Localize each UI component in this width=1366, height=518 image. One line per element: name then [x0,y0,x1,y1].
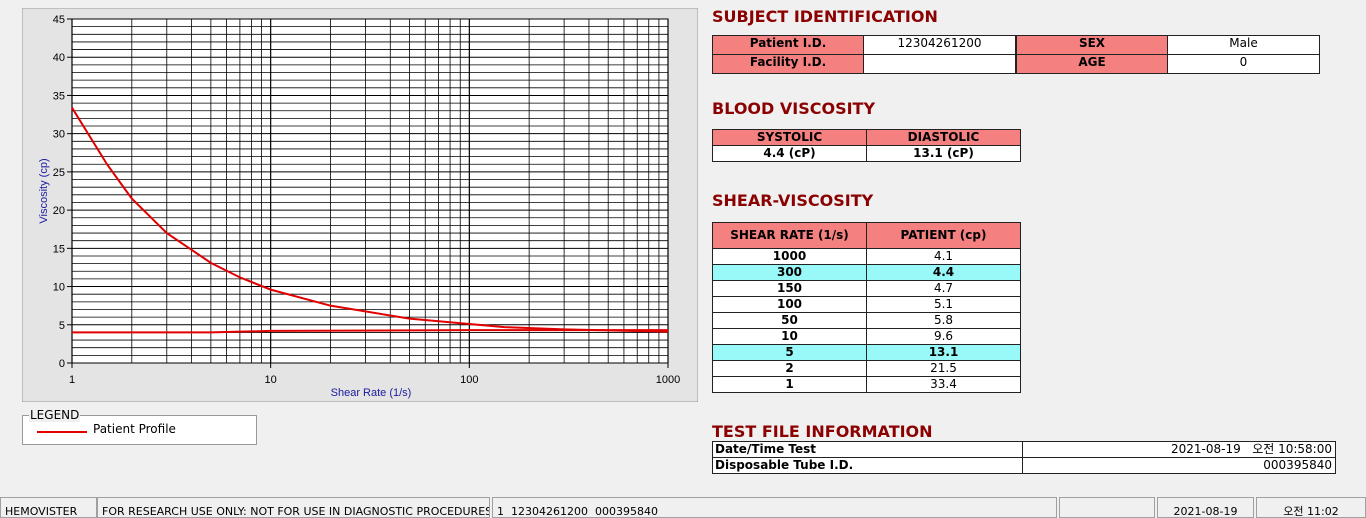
x-tick-label: 1 [69,374,75,386]
y-tick-label: 30 [53,129,65,141]
y-tick-label: 0 [59,358,65,370]
y-tick-label: 45 [53,14,65,26]
legend-title: LEGEND [29,408,81,422]
series-line [71,107,669,333]
y-tick-label: 10 [53,282,65,294]
column-header: DIASTOLIC [866,129,1021,146]
viscosity: 4.7 [866,280,1021,297]
x-tick-label: 1000 [656,374,680,386]
test-file-table: Date/Time Test 2021-08-19 오전 10:58:00 Disp… [712,441,1336,474]
status-cell: 오전 11:02 [1256,497,1366,518]
shear-rate: 1000 [712,248,867,265]
field-value [863,54,1016,74]
status-cell: HEMOVISTER [0,497,97,518]
status-cell: 1 12304261200 000395840 [492,497,1057,518]
info-value: 2021-08-19 오전 10:58:00 [1022,441,1336,458]
blood-viscosity-table: SYSTOLIC 4.4 (cP) DIASTOLIC 13.1 (cP) [712,129,1022,162]
field-value: 0 [1167,54,1320,74]
section-title: SHEAR-VISCOSITY [712,191,874,210]
shear-rate: 2 [712,360,867,377]
status-cell: FOR RESEARCH USE ONLY: NOT FOR USE IN DI… [97,497,490,518]
column-header: SYSTOLIC [712,129,867,146]
viscosity: 4.4 [866,264,1021,281]
viscosity: 5.1 [866,296,1021,313]
shear-rate: 1 [712,376,867,393]
section-title: SUBJECT IDENTIFICATION [712,7,938,26]
shear-rate: 5 [712,344,867,361]
field-value: 12304261200 [863,35,1016,55]
info-label: Date/Time Test [712,441,1023,458]
status-cell: 2021-08-19 [1157,497,1254,518]
field-label: AGE [1016,54,1168,74]
chart: Shear Rate (1/s) Viscosity (cp) 0 5 10 15 20… [22,8,698,402]
shear-rate: 10 [712,328,867,345]
y-tick-label: 5 [59,320,65,332]
status-cell [1059,497,1155,518]
plot-area [72,19,668,363]
viscosity: 21.5 [866,360,1021,377]
y-tick-label: 40 [53,52,65,64]
field-label: Patient I.D. [712,35,864,55]
y-tick-label: 15 [53,243,65,255]
x-axis-label: Shear Rate (1/s) [331,387,412,399]
subject-table: Patient I.D. 12304261200 SEX Male Facility I… [712,35,1320,74]
y-tick-label: 20 [53,205,65,217]
section-title: BLOOD VISCOSITY [712,99,876,118]
column-header: SHEAR RATE (1/s) [712,222,867,249]
info-value: 000395840 [1022,457,1336,474]
y-tick-label: 25 [53,167,65,179]
field-label: SEX [1016,35,1168,55]
shear-rate: 150 [712,280,867,297]
field-label: Facility I.D. [712,54,864,74]
field-value: Male [1167,35,1320,55]
shear-rate: 100 [712,296,867,313]
shear-viscosity-table: SHEAR RATE (1/s) PATIENT (cp) 1000 4.1 300 4.… [712,222,1022,394]
y-axis-label: Viscosity (cp) [38,158,50,223]
cell-value: 13.1 (cP) [866,145,1021,162]
series-line [72,329,668,334]
legend-swatch [37,431,87,433]
shear-rate: 50 [712,312,867,329]
viscosity: 13.1 [866,344,1021,361]
viscosity: 5.8 [866,312,1021,329]
viscosity: 33.4 [866,376,1021,393]
column-header: PATIENT (cp) [866,222,1021,249]
y-tick-label: 35 [53,90,65,102]
legend-label: Patient Profile [93,422,176,436]
legend: LEGEND Patient Profile [22,408,257,445]
info-label: Disposable Tube I.D. [712,457,1023,474]
cell-value: 4.4 (cP) [712,145,867,162]
viscosity: 4.1 [866,248,1021,265]
x-tick-label: 100 [460,374,478,386]
shear-rate: 300 [712,264,867,281]
viscosity: 9.6 [866,328,1021,345]
x-tick-label: 10 [265,374,277,386]
section-title: TEST FILE INFORMATION [712,422,933,441]
plot-frame [71,18,669,364]
